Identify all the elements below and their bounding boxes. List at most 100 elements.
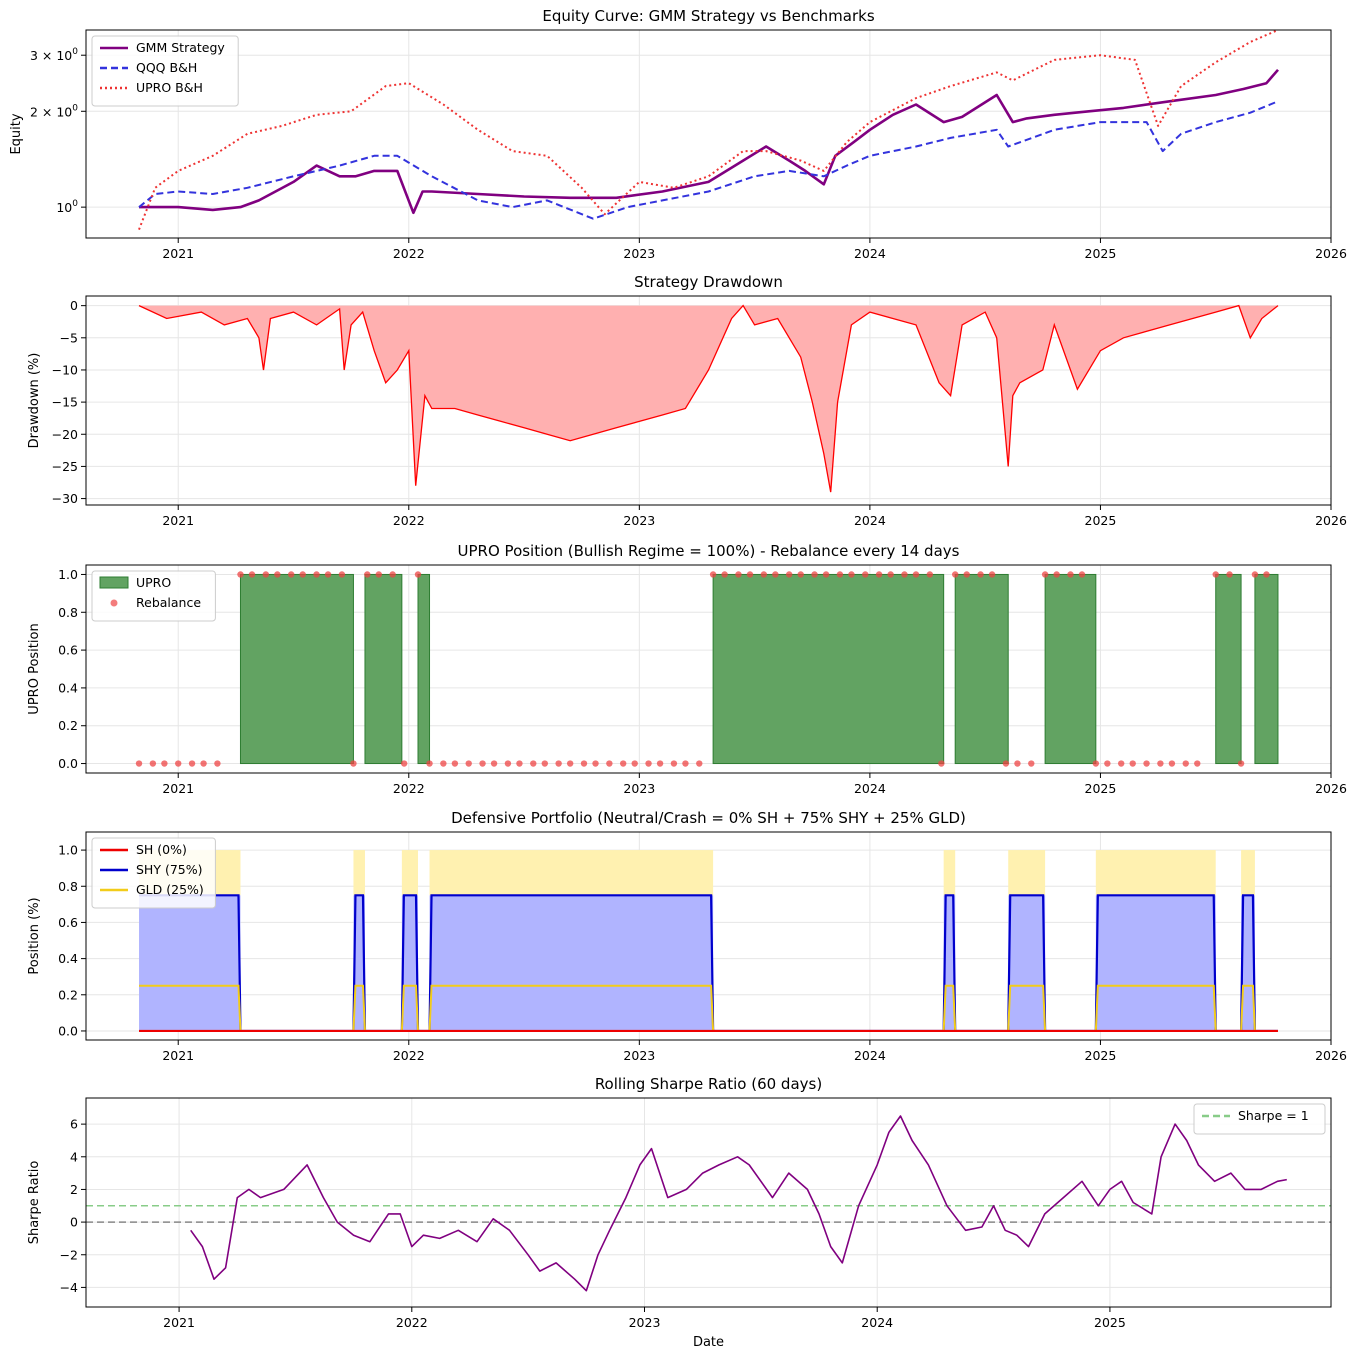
x-tick-label: 2023 <box>623 1048 655 1063</box>
y-tick-label: 0.6 <box>58 915 78 930</box>
legend: Sharpe = 1 <box>1193 1103 1326 1135</box>
plot-frame <box>85 1097 1332 1308</box>
rebalance-point <box>426 760 433 767</box>
legend-swatch <box>110 599 118 607</box>
shy-area <box>1241 895 1255 1031</box>
rebalance-point <box>1194 760 1201 767</box>
rebalance-point <box>836 571 844 578</box>
rebalance-point <box>566 760 574 767</box>
rebalance-point <box>721 571 728 578</box>
plot-frame <box>85 29 1332 239</box>
rebalance-point <box>338 571 346 578</box>
y-tick-label: 0.2 <box>58 987 78 1002</box>
x-tick-label: 2025 <box>1085 1048 1117 1063</box>
x-tick-label: 2025 <box>1085 246 1117 261</box>
x-tick-label: 2021 <box>162 781 194 796</box>
x-tick-label: 2023 <box>623 246 655 261</box>
rebalance-point <box>822 571 830 578</box>
chart-title: Rolling Sharpe Ratio (60 days) <box>595 1075 822 1093</box>
x-tick-label: 2021 <box>162 246 194 261</box>
rebalance-point <box>938 760 945 767</box>
rebalance-point <box>1226 571 1233 578</box>
chart-title: Equity Curve: GMM Strategy vs Benchmarks <box>542 7 874 25</box>
rebalance-point <box>287 571 295 578</box>
plot-frame <box>85 831 1332 1041</box>
legend-box <box>1193 1103 1326 1135</box>
rebalance-point <box>887 571 894 578</box>
rebalance-point <box>400 760 408 767</box>
rebalance-point <box>1028 760 1035 767</box>
y-tick-label: 2 <box>70 1182 78 1197</box>
rebalance-point <box>580 760 588 767</box>
gld-area <box>1095 850 1216 896</box>
shy-area <box>1008 895 1046 1031</box>
upro-position-block <box>417 573 431 765</box>
shy-area <box>1095 895 1216 1031</box>
rebalance-point <box>926 571 934 578</box>
shy-area <box>401 895 418 1031</box>
legend-entry: SHY (75%) <box>136 862 202 877</box>
x-tick-label: 2021 <box>163 1315 195 1330</box>
x-tick-label: 2024 <box>854 781 886 796</box>
rebalance-point <box>324 571 332 578</box>
panel-3: UPRO Position (Bullish Regime = 100%) - … <box>27 542 1347 796</box>
y-tick-label: −10 <box>52 362 78 377</box>
rebalance-point <box>188 760 196 767</box>
y-axis-label: Sharpe Ratio <box>27 1161 42 1245</box>
y-tick-label: −5 <box>60 330 78 345</box>
rebalance-point <box>1053 571 1060 578</box>
rebalance-point <box>1168 760 1176 767</box>
rebalance-point <box>375 571 383 578</box>
y-tick-label: 0.6 <box>58 643 78 658</box>
legend-swatch <box>99 576 129 589</box>
legend-entry: UPRO B&H <box>136 80 203 95</box>
rebalance-point <box>1237 760 1245 767</box>
legend: GMM Strategy QQQ B&H UPRO B&H <box>91 35 239 107</box>
y-tick-label: −15 <box>52 395 78 410</box>
y-axis-label: Equity <box>9 113 24 154</box>
y-tick-label: 100 <box>56 199 78 215</box>
legend-entry: UPRO <box>136 575 171 590</box>
y-axis-label: Position (%) <box>27 897 42 974</box>
x-axis-label: Date <box>693 1335 724 1350</box>
x-tick-label: 2022 <box>393 246 425 261</box>
rebalance-point <box>248 571 256 578</box>
rebalance-point <box>135 760 143 767</box>
x-tick-label: 2022 <box>393 1048 425 1063</box>
y-tick-label: −4 <box>60 1280 78 1295</box>
upro-position-block <box>1254 573 1279 765</box>
x-tick-label: 2022 <box>393 513 425 528</box>
rebalance-point <box>760 571 768 578</box>
rebalance-point <box>1014 760 1021 767</box>
rebalance-point <box>682 760 689 767</box>
legend-entry: QQQ B&H <box>136 60 197 75</box>
legend-entry: Rebalance <box>136 595 201 610</box>
x-tick-label: 2022 <box>393 781 425 796</box>
x-tick-label: 2024 <box>861 1315 893 1330</box>
rebalance-point <box>963 571 970 578</box>
x-tick-label: 2023 <box>623 781 655 796</box>
rebalance-point <box>451 760 459 767</box>
rebalance-point <box>1104 760 1111 767</box>
x-tick-label: 2021 <box>162 513 194 528</box>
y-tick-label: 3 × 100 <box>30 47 78 63</box>
rebalance-point <box>350 760 357 767</box>
gld-area <box>1008 850 1046 896</box>
rebalance-point <box>1129 760 1136 767</box>
rebalance-point <box>811 571 818 578</box>
x-tick-label: 2023 <box>623 513 655 528</box>
series-line-upro-b-h <box>138 29 1279 230</box>
chart-title: Strategy Drawdown <box>634 273 783 291</box>
y-tick-label: 0.2 <box>58 718 78 733</box>
rebalance-point <box>1251 571 1259 578</box>
legend: UPRO Rebalance <box>91 570 216 622</box>
y-tick-label: 0.4 <box>58 951 78 966</box>
rebalance-point <box>200 760 207 767</box>
upro-position-block <box>1044 573 1097 765</box>
rebalance-point <box>541 760 549 767</box>
drawdown-line <box>138 304 1279 493</box>
rebalance-point <box>797 571 804 578</box>
rebalance-point <box>149 760 157 767</box>
x-tick-label: 2025 <box>1085 781 1117 796</box>
sharpe-line <box>190 1115 1287 1292</box>
